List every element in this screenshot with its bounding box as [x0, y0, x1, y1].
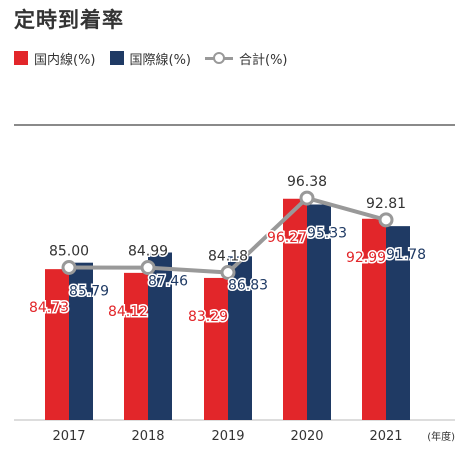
x-unit-label: (年度) [427, 430, 455, 443]
data-label-international-2021: 91.78 [386, 247, 426, 263]
point-total-2021 [378, 212, 394, 228]
data-label-international-2017: 85.79 [69, 284, 109, 300]
x-tick-label-2017: 2017 [52, 429, 85, 444]
legend-item-international: 国際線(%) [109, 49, 192, 68]
bar-international-2020 [307, 204, 331, 420]
data-label-total-2017: 85.00 [49, 244, 89, 260]
legend-item-domestic: 国内線(%) [14, 49, 96, 68]
point-total-2018 [140, 260, 156, 276]
legend-item-total: 合計(%) [205, 49, 288, 68]
data-label-international-2020: 95.33 [307, 225, 347, 241]
legend-swatch-domestic [14, 51, 28, 65]
bar-international-2018 [148, 252, 172, 420]
x-tick-label-2019: 2019 [211, 429, 244, 444]
data-label-international-2019: 86.83 [228, 277, 268, 293]
bar-domestic-2018 [124, 272, 148, 420]
data-label-domestic-2018: 84.12 [108, 304, 148, 320]
bar-international-2017 [69, 262, 93, 420]
data-label-total-2019: 84.18 [208, 249, 248, 265]
data-label-domestic-2021: 92.99 [346, 250, 386, 266]
bar-domestic-2020 [283, 198, 307, 420]
legend-label-domestic: 国内線(%) [34, 52, 96, 68]
point-total-2019 [220, 265, 236, 281]
point-total-2020 [299, 190, 315, 206]
point-total-2017 [61, 260, 77, 275]
data-label-domestic-2019: 83.29 [188, 309, 228, 325]
bar-international-2019 [228, 256, 252, 420]
legend-swatch-total [205, 51, 233, 65]
x-tick-label-2018: 2018 [131, 429, 164, 444]
bar-domestic-2019 [204, 277, 228, 420]
bar-domestic-2017 [45, 269, 69, 420]
data-label-domestic-2017: 84.73 [29, 300, 69, 316]
bar-international-2021 [386, 226, 410, 420]
legend-label-international: 国際線(%) [129, 52, 192, 68]
data-label-domestic-2020: 96.27 [267, 230, 307, 246]
data-label-total-2020: 96.38 [287, 174, 327, 190]
data-label-international-2018: 87.46 [148, 273, 188, 289]
chart-title: 定時到着率 [14, 8, 124, 32]
x-tick-label-2020: 2020 [290, 429, 323, 444]
legend-swatch-international [109, 51, 124, 65]
legend: 国内線(%) 国際線(%) 合計(%) [14, 48, 302, 68]
legend-label-total: 合計(%) [239, 52, 288, 68]
x-tick-label-2021: 2021 [369, 429, 402, 444]
bar-domestic-2021 [362, 218, 386, 420]
data-label-total-2018: 84.99 [128, 244, 168, 260]
data-label-total-2021: 92.81 [366, 196, 406, 212]
